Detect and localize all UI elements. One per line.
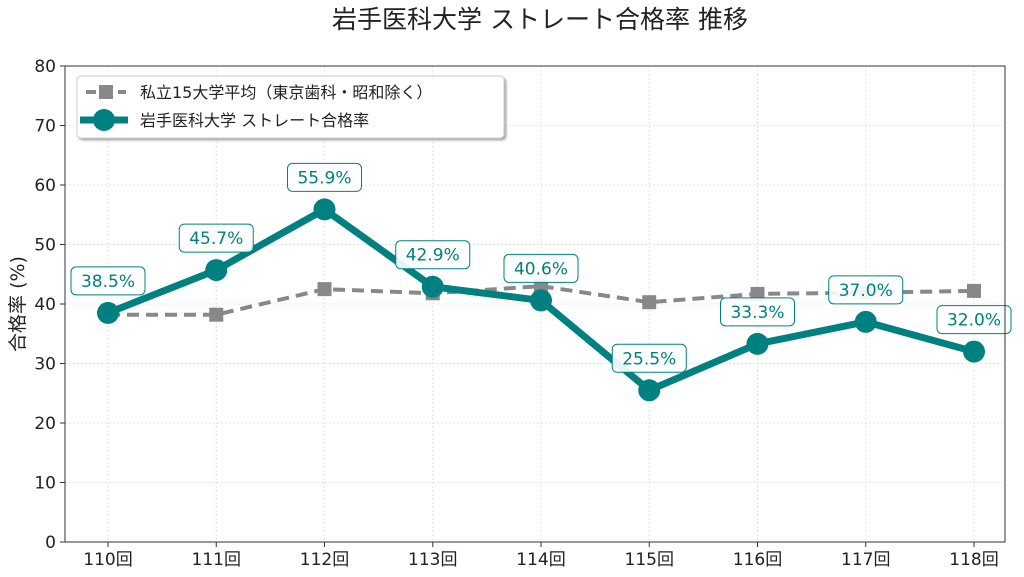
y-axis-label: 合格率 (%): [7, 256, 29, 352]
legend: 私立15大学平均（東京歯科・昭和除く） 岩手医科大学 ストレート合格率: [76, 75, 505, 139]
y-tick-label: 10: [34, 474, 56, 494]
y-tick-label: 0: [45, 533, 56, 553]
y-tick-label: 20: [34, 414, 56, 434]
y-tick-label: 70: [34, 117, 56, 137]
y-tick-label: 40: [34, 295, 56, 315]
iwate-point: [97, 301, 119, 324]
iwate-point: [205, 259, 228, 282]
data-label-box: [287, 162, 362, 192]
x-tick-label: 113回: [408, 550, 457, 570]
data-label-box: [178, 223, 254, 253]
data-label-box: [395, 240, 471, 270]
x-tick-label: 116回: [733, 550, 782, 570]
iwate-point: [421, 275, 444, 298]
iwate-point: [313, 198, 336, 221]
data-label-box: [828, 275, 904, 305]
legend-marker-square: [99, 85, 113, 99]
data-label: 33.3%: [730, 303, 784, 323]
legend-label-iwate: 岩手医科大学 ストレート合格率: [140, 111, 369, 130]
x-tick-label: 112回: [300, 550, 349, 570]
x-tick-label: 118回: [949, 550, 998, 570]
x-tick-label: 115回: [625, 550, 674, 570]
legend-label-average: 私立15大学平均（東京歯科・昭和除く）: [140, 83, 432, 102]
data-label: 45.7%: [189, 229, 243, 249]
data-label-box: [936, 305, 1012, 335]
data-label-box: [70, 266, 146, 296]
average-point: [642, 295, 657, 310]
iwate-point: [746, 332, 769, 355]
x-tick-label: 111回: [192, 550, 241, 570]
data-label: 55.9%: [297, 168, 351, 188]
data-label-box: [611, 343, 687, 373]
average-point: [209, 307, 224, 322]
data-label-box: [720, 297, 795, 327]
iwate-point: [638, 379, 661, 402]
legend-marker-circle: [93, 109, 115, 131]
x-tick-label: 117回: [841, 550, 890, 570]
average-point: [967, 283, 981, 298]
x-tick-label: 114回: [516, 550, 565, 570]
iwate-point: [530, 289, 552, 312]
x-tick-label: 110回: [83, 550, 132, 570]
data-label: 42.9%: [406, 246, 460, 266]
iwate-point: [963, 340, 985, 363]
average-point: [317, 282, 332, 297]
chart-title: 岩手医科大学 ストレート合格率 推移: [332, 5, 748, 34]
y-tick-label: 30: [34, 355, 56, 375]
data-label: 40.6%: [514, 259, 568, 279]
data-label: 32.0%: [947, 311, 1001, 331]
y-tick-label: 50: [34, 236, 56, 256]
data-label: 25.5%: [622, 349, 676, 369]
data-label-box: [503, 253, 579, 283]
y-tick-label: 60: [34, 176, 56, 196]
y-tick-label: 80: [34, 57, 56, 77]
data-label: 38.5%: [81, 272, 135, 292]
iwate-point: [854, 310, 877, 333]
data-label: 37.0%: [839, 281, 893, 301]
